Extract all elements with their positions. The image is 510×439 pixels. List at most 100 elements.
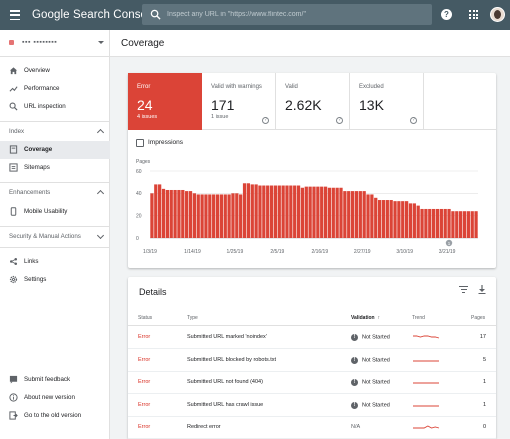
sidebar-item-url-inspection[interactable]: URL inspection [0, 98, 110, 116]
chart-bar [466, 211, 470, 238]
chevron-up-icon[interactable] [96, 128, 105, 137]
chart-bar [158, 184, 162, 238]
info-icon [9, 393, 18, 402]
sidebar-item-about-new-version[interactable]: About new version [0, 389, 110, 407]
validation-text: Not Started [362, 402, 390, 408]
valid-with-warnings-tile[interactable]: Valid with warnings 171 1 issue ? [202, 73, 276, 130]
sidebar-item-label: URL inspection [24, 103, 66, 110]
row-validation: ! Not Started [351, 356, 390, 364]
column-header-validation[interactable]: Validation ↑ [351, 315, 380, 321]
chart-bar [200, 194, 204, 238]
excluded-tile[interactable]: Excluded 13K ? [350, 73, 424, 130]
row-pages: 0 [482, 424, 486, 430]
sidebar-item-label: Mobile Usability [24, 208, 68, 215]
account-avatar[interactable] [490, 7, 505, 22]
row-type: Submitted URL marked 'noindex' [187, 334, 267, 340]
section-title-enhancements[interactable]: Enhancements [9, 189, 51, 196]
sidebar-item-submit-feedback[interactable]: Submit feedback [0, 371, 110, 389]
page-header: Coverage [110, 30, 510, 57]
chart-bar [185, 191, 189, 238]
app-brand[interactable]: Google Search Console [32, 9, 157, 21]
help-icon[interactable]: ? [410, 117, 417, 124]
chart-bar [246, 183, 251, 238]
divider [0, 247, 110, 248]
trend-line [413, 425, 440, 429]
sidebar-item-mobile-usability[interactable]: Mobile Usability [0, 203, 110, 221]
section-title-security[interactable]: Security & Manual Actions [9, 233, 81, 240]
annotation-marker: 1 [445, 239, 453, 247]
tile-label: Valid with warnings [211, 84, 262, 90]
url-inspection-search[interactable] [142, 4, 432, 25]
chart-bar [227, 194, 231, 238]
alert-icon: ! [351, 379, 358, 386]
coverage-icon [9, 145, 18, 154]
sidebar-item-coverage[interactable]: Coverage [0, 141, 110, 159]
sidebar: ▪▪▪ ▪▪▪▪▪▪▪▪ Overview Performance URL in… [0, 30, 110, 439]
help-icon[interactable]: ? [441, 9, 452, 20]
column-header-type[interactable]: Type [187, 315, 198, 321]
chart-bar [439, 208, 443, 238]
tile-value: 13K [359, 97, 384, 113]
page-title: Coverage [121, 38, 165, 49]
section-title-index[interactable]: Index [9, 128, 25, 135]
chevron-down-icon[interactable] [96, 231, 105, 240]
sidebar-item-overview[interactable]: Overview [0, 62, 110, 80]
table-row[interactable]: Error Submitted URL marked 'noindex'! Not … [128, 327, 496, 349]
chevron-up-icon[interactable] [96, 189, 105, 198]
sidebar-item-performance[interactable]: Performance [0, 80, 110, 98]
table-row[interactable]: Error Submitted URL blocked by robots.txt… [128, 350, 496, 372]
help-icon[interactable]: ? [336, 117, 343, 124]
sidebar-item-label: Coverage [24, 146, 53, 153]
chart-bar [223, 194, 227, 238]
hamburger-menu-icon[interactable] [10, 9, 20, 21]
search-input[interactable] [167, 6, 427, 23]
row-type: Redirect error [187, 424, 221, 430]
chart-bar [219, 194, 224, 238]
coverage-chart-svg: Pages 0 20 40 60 1/3/19 1/14/19 1/25/19 2/5/19 2/… [136, 159, 478, 255]
chart-bar [269, 185, 274, 238]
filter-icon[interactable] [459, 286, 468, 294]
chart-bar [316, 186, 320, 238]
column-header-validation-label: Validation [351, 315, 375, 321]
row-status: Error [138, 424, 151, 430]
error-tile[interactable]: Error 24 4 issues [128, 73, 202, 130]
alert-icon: ! [351, 401, 358, 409]
chart-bar [277, 185, 281, 238]
trend-line [413, 335, 440, 339]
row-status: Error [138, 401, 151, 408]
sidebar-item-sitemaps[interactable]: Sitemaps [0, 159, 110, 177]
x-tick-label: 1/14/19 [184, 249, 201, 255]
chart-bar [435, 208, 440, 238]
trend-sparkline [413, 382, 439, 384]
column-header-pages[interactable]: Pages [471, 315, 486, 321]
search-icon [9, 102, 18, 111]
table-row[interactable]: Error Redirect error N/A 0 [128, 417, 496, 439]
impressions-checkbox[interactable] [136, 139, 144, 147]
row-validation: ! Not Started [351, 334, 390, 341]
row-type: Submitted URL blocked by robots.txt [187, 356, 277, 363]
chart-bar [150, 193, 154, 238]
sidebar-item-old-version[interactable]: Go to the old version [0, 407, 110, 425]
row-type: Submitted URL has crawl issue [187, 401, 264, 408]
links-icon [9, 257, 18, 266]
help-icon[interactable]: ? [262, 117, 269, 124]
chart-bar [250, 184, 254, 238]
impressions-label: Impressions [148, 139, 184, 146]
trend-sparkline [413, 405, 439, 406]
apps-grid-icon[interactable] [469, 10, 478, 19]
table-row[interactable]: Error Submitted URL not found (404)! Not S… [128, 372, 496, 394]
sidebar-item-settings[interactable]: Settings [0, 271, 110, 289]
chart-bar [192, 193, 197, 238]
property-selector[interactable]: ▪▪▪ ▪▪▪▪▪▪▪▪ [0, 30, 110, 57]
column-header-status[interactable]: Status [138, 315, 153, 321]
sidebar-item-links[interactable]: Links [0, 253, 110, 271]
chart-bar [393, 201, 397, 238]
chart-bar [331, 187, 335, 238]
download-icon[interactable] [478, 285, 486, 294]
chart-bar [231, 193, 235, 238]
valid-tile[interactable]: Valid 2.62K ? [276, 73, 350, 130]
chart-bar [285, 185, 289, 238]
table-row[interactable]: Error Submitted URL has crawl issue! Not S… [128, 395, 496, 417]
row-validation: N/A [351, 424, 360, 430]
sidebar-item-label: Settings [24, 276, 47, 283]
